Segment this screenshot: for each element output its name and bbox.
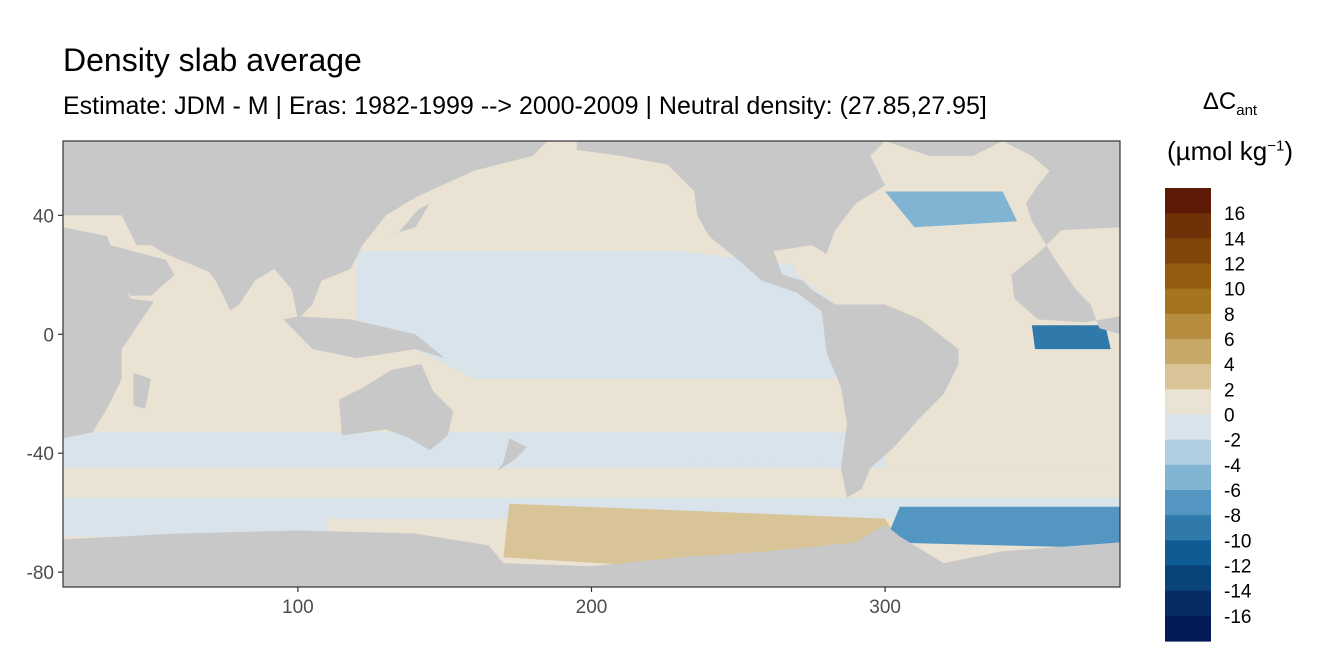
- land-antarctica: [63, 524, 1120, 587]
- region-labrador-sea: [885, 191, 1018, 228]
- colorbar-bin: [1165, 565, 1211, 592]
- y-tick-label: -40: [27, 444, 54, 465]
- colorbar-bin: [1165, 238, 1211, 265]
- y-tick-label: 40: [33, 206, 54, 227]
- chart-title: Density slab average: [63, 42, 362, 78]
- colorbar-label: 2: [1224, 380, 1235, 401]
- land-nz: [497, 438, 527, 471]
- land-indonesia: [283, 316, 445, 359]
- colorbar-label: -2: [1224, 431, 1241, 452]
- colorbar-label: -10: [1224, 531, 1251, 552]
- colorbar-label: 14: [1224, 229, 1246, 250]
- region-equatorial-pacific: [356, 251, 856, 400]
- colorbar-bin: [1165, 288, 1211, 315]
- colorbar-bin: [1165, 389, 1211, 416]
- region-southern-ocean-band: [63, 512, 328, 537]
- colorbar-bin: [1165, 364, 1211, 390]
- land-europe-africa-east: [1002, 141, 1120, 335]
- colorbar-bin: [1165, 339, 1211, 365]
- colorbar-label: 12: [1224, 255, 1245, 276]
- colorbar-label: 16: [1224, 204, 1245, 225]
- land-africa: [63, 227, 154, 439]
- colorbar-label: -8: [1224, 506, 1241, 527]
- land-greenland: [885, 141, 1003, 156]
- x-axis: 100 200 300: [282, 587, 901, 618]
- colorbar-bin: [1165, 515, 1211, 541]
- colorbar-bin: [1165, 188, 1211, 214]
- colorbar-bin: [1165, 464, 1211, 491]
- colorbar-label: 0: [1224, 406, 1235, 427]
- colorbar-bin: [1165, 490, 1211, 516]
- chart-subtitle: Estimate: JDM - M | Eras: 1982-1999 --> …: [63, 92, 987, 120]
- colorbar-bin: [1165, 615, 1211, 642]
- land-madagascar: [133, 372, 152, 409]
- colorbar-label: 4: [1224, 355, 1235, 376]
- land-north-america: [576, 141, 886, 311]
- land-india: [203, 265, 263, 311]
- colorbar-bin: [1165, 540, 1211, 567]
- colorbar-label: -16: [1224, 607, 1251, 628]
- colorbar: 16 14 12 10 8 6 4 2 0 -2 -4 -6 -8 -10 -12 -14 -16: [1165, 188, 1252, 642]
- colorbar-label: 6: [1224, 330, 1235, 351]
- colorbar-label: -12: [1224, 557, 1251, 578]
- y-tick-label: -80: [27, 563, 54, 584]
- region-north-pacific: [356, 155, 739, 260]
- region-weddell-sea: [885, 506, 1120, 549]
- colorbar-bin: [1165, 414, 1211, 441]
- legend-title: ΔCant: [1202, 88, 1258, 119]
- land-arabia: [107, 245, 175, 296]
- colorbar-label: -14: [1224, 582, 1252, 603]
- colorbar-label: -4: [1224, 456, 1241, 477]
- x-tick-label: 100: [282, 597, 314, 618]
- y-tick-label: 0: [43, 325, 54, 346]
- colorbar-bin: [1165, 263, 1211, 290]
- land-asia: [63, 141, 548, 320]
- land-japan: [386, 203, 430, 237]
- land-south-america: [820, 304, 959, 498]
- colorbar-bin: [1165, 439, 1211, 466]
- legend-unit: (µmol kg−1): [1167, 136, 1293, 166]
- colorbar-bin: [1165, 590, 1211, 617]
- x-tick-label: 200: [576, 597, 608, 618]
- region-southern-ocean-band: [685, 435, 856, 466]
- colorbar-bin: [1165, 213, 1211, 239]
- map-panel: [63, 141, 1120, 587]
- land-australia: [339, 364, 454, 451]
- y-axis: 40 0 -40 -80: [27, 206, 63, 584]
- colorbar-label: -6: [1224, 481, 1241, 502]
- x-tick-label: 300: [869, 597, 901, 618]
- colorbar-bin: [1165, 313, 1211, 340]
- colorbar-label: 10: [1224, 280, 1245, 301]
- colorbar-label: 8: [1224, 305, 1235, 326]
